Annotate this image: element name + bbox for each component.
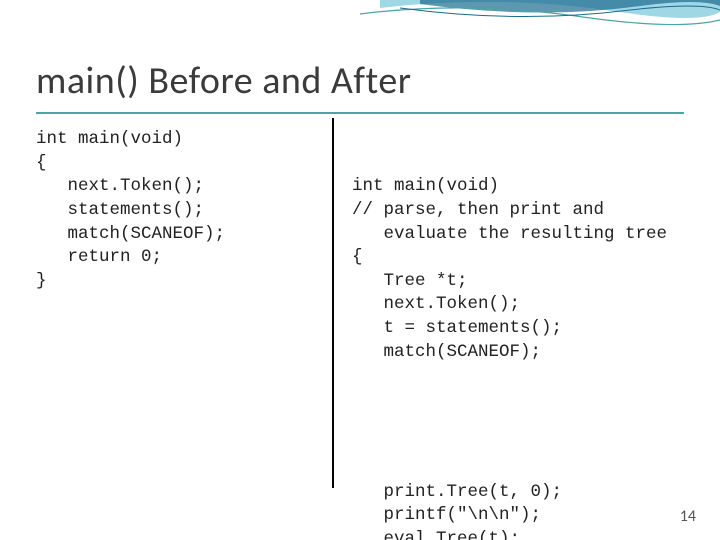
decorative-wave <box>0 0 720 60</box>
slide-title: main() Before and After <box>36 58 412 104</box>
code-gap <box>352 412 684 434</box>
after-code-top: int main(void) // parse, then print and … <box>352 175 684 364</box>
title-underline <box>36 112 684 114</box>
content-area: int main(void) { next.Token(); statement… <box>36 128 684 540</box>
before-code: int main(void) { next.Token(); statement… <box>36 128 332 540</box>
after-code: int main(void) // parse, then print and … <box>334 128 684 540</box>
page-number: 14 <box>680 507 696 526</box>
after-code-bottom: print.Tree(t, 0); printf("\n\n"); eval.T… <box>352 481 684 540</box>
